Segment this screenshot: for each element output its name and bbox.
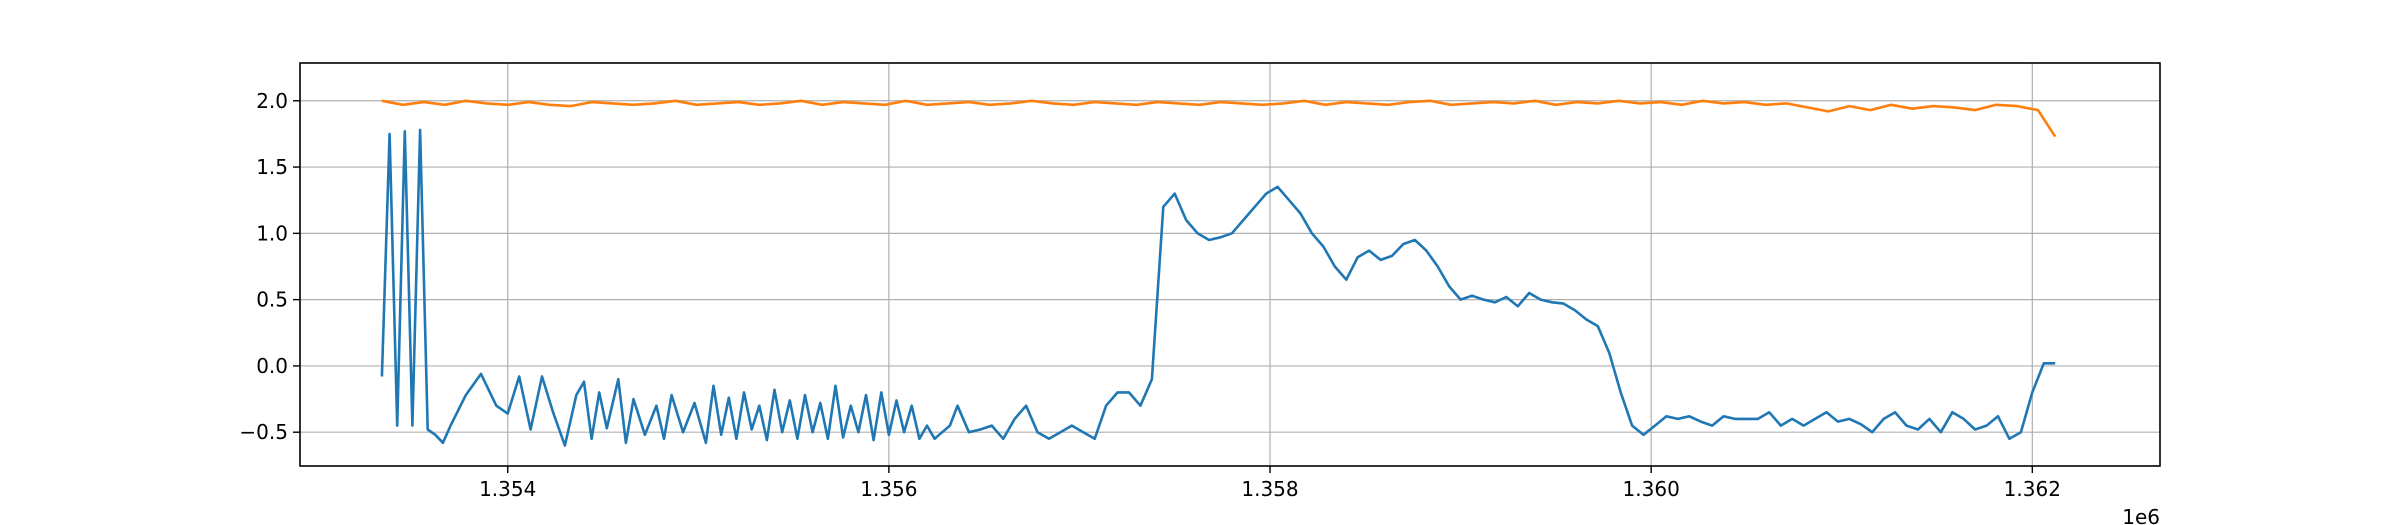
ticks: 1.354 1.356 1.358 1.360 1.362 −0.5 0.0 0.5 1.0 1.… bbox=[239, 89, 2061, 501]
y-tick-label: 1.0 bbox=[256, 221, 288, 245]
y-tick-label: −0.5 bbox=[239, 420, 288, 444]
y-tick-label: 2.0 bbox=[256, 89, 288, 113]
plot-area bbox=[300, 63, 2160, 466]
x-tick-label: 1.356 bbox=[860, 477, 917, 501]
series-line-2 bbox=[381, 99, 2057, 138]
x-tick-label: 1.354 bbox=[479, 477, 536, 501]
x-axis-offset-label: 1e6 bbox=[2122, 505, 2160, 525]
y-tick-label: 0.5 bbox=[256, 288, 288, 312]
axes-frame bbox=[299, 62, 2161, 467]
x-tick-label: 1.362 bbox=[2004, 477, 2061, 501]
y-tick-label: 0.0 bbox=[256, 354, 288, 378]
y-tick-label: 1.5 bbox=[256, 155, 288, 179]
x-tick-label: 1.360 bbox=[1623, 477, 1680, 501]
x-tick-label: 1.358 bbox=[1241, 477, 1298, 501]
series-layer bbox=[380, 99, 2057, 447]
series-line-1 bbox=[380, 128, 2056, 447]
grid bbox=[300, 63, 2160, 466]
